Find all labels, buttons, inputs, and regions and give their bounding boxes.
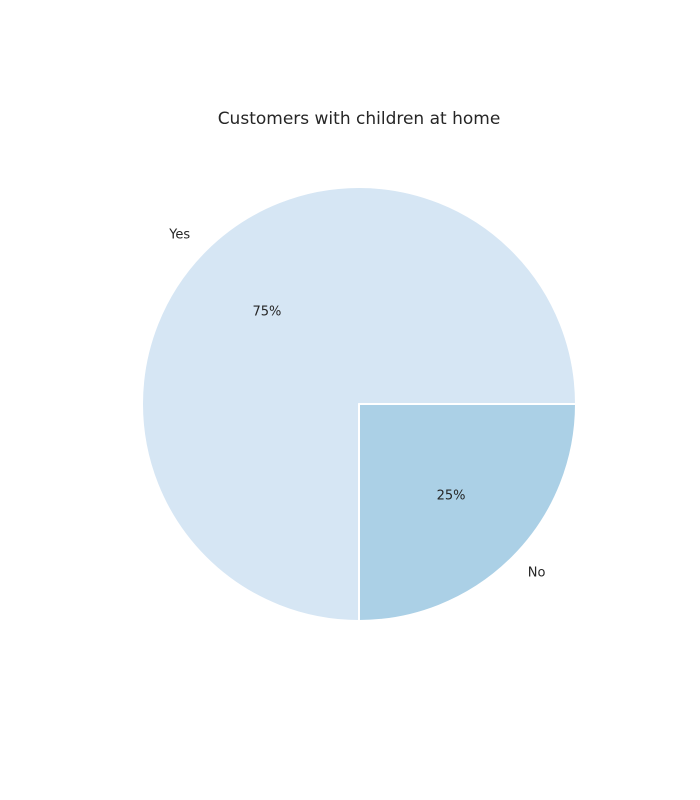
slice-percent-no: 25%: [437, 489, 466, 504]
chart-title: Customers with children at home: [218, 109, 501, 129]
slice-label-yes: Yes: [168, 228, 190, 243]
pie-labels: Yes 75% No 25%: [168, 228, 545, 581]
pie-slices: [141, 186, 577, 622]
slice-label-no: No: [528, 565, 546, 580]
slice-percent-yes: 75%: [252, 304, 281, 319]
pie-slice-no: [358, 403, 577, 622]
